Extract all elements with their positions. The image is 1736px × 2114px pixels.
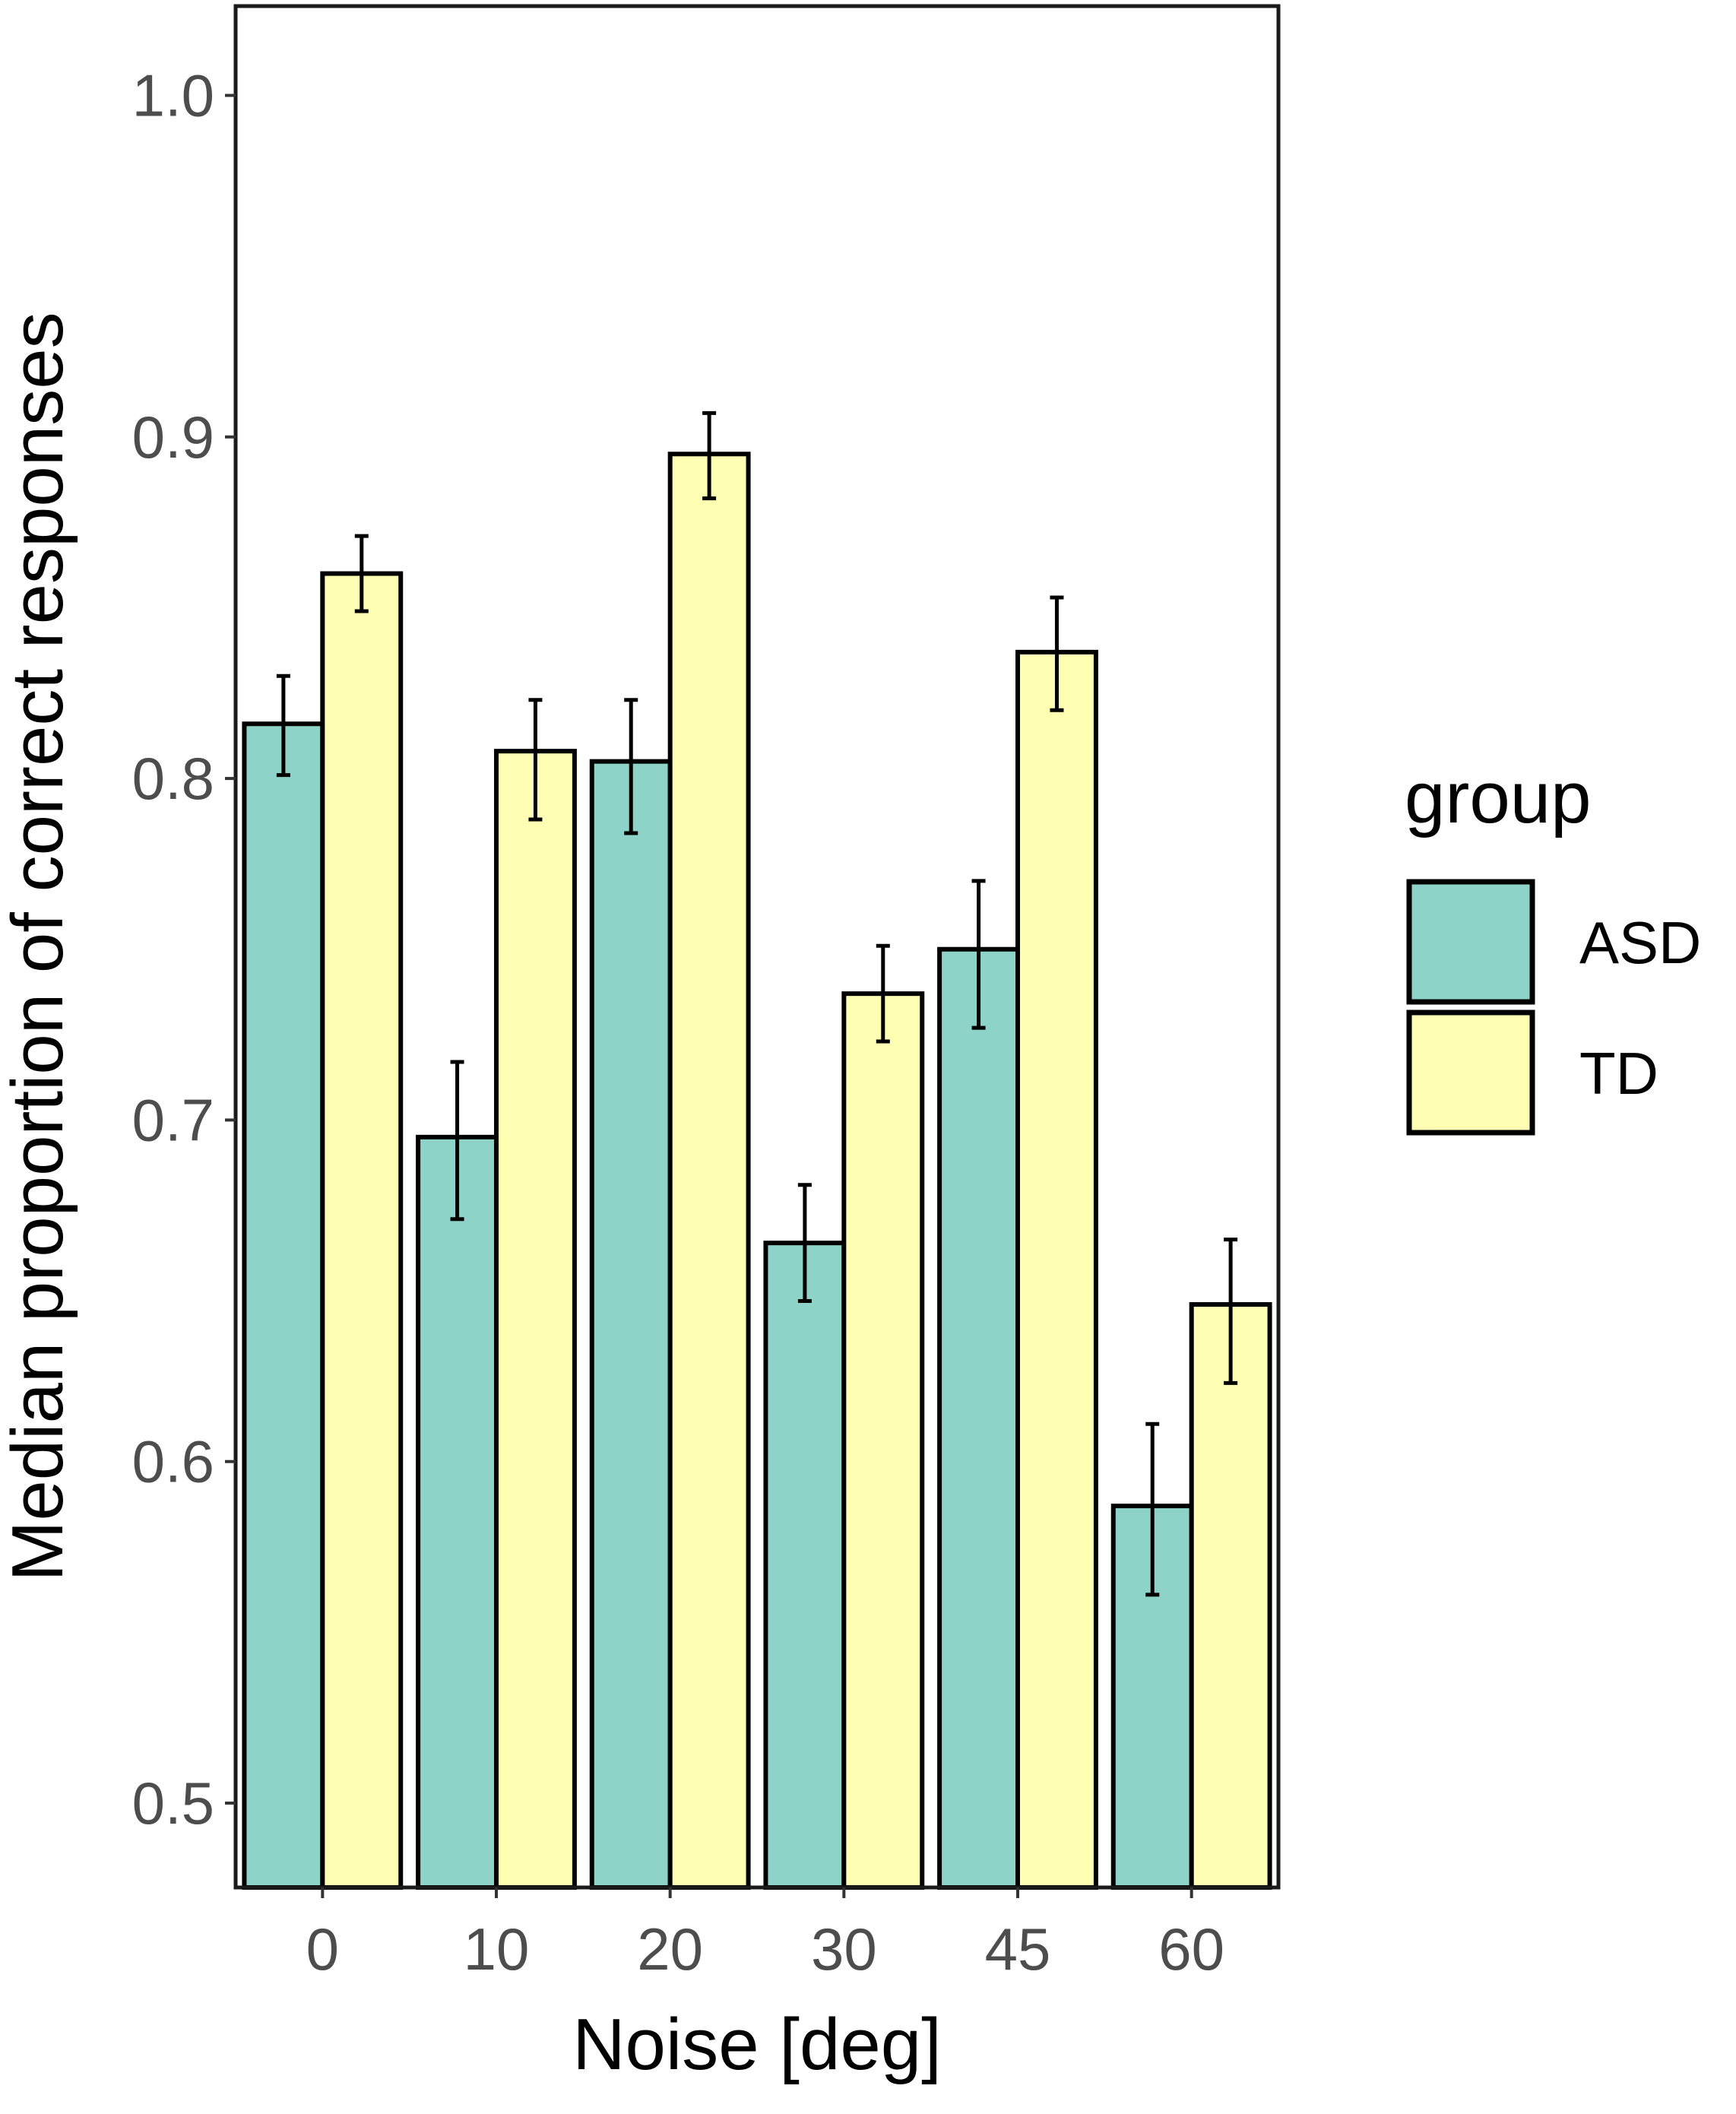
y-tick-label-0.8: 0.8	[132, 745, 214, 812]
error-bar-asd-30	[797, 1183, 812, 1304]
error-bar-asd-20	[624, 698, 638, 835]
x-tick-label-0: 0	[306, 1916, 339, 1982]
y-axis-title: Median proportion of correct responses	[0, 312, 78, 1581]
y-tick-label-0.9: 0.9	[132, 404, 214, 471]
legend-key-asd	[1406, 879, 1535, 1005]
legend: group ASD TD	[1405, 757, 1701, 1136]
error-bar-td-30	[876, 943, 890, 1044]
bars-layer	[242, 452, 1272, 1890]
bar-td-20	[667, 452, 751, 1890]
x-tick-label-10: 10	[464, 1916, 530, 1982]
bar-asd-45	[937, 946, 1020, 1890]
bar-td-0	[320, 571, 404, 1890]
legend-item-asd: ASD	[1406, 879, 1701, 1005]
y-tick-label-0.5: 0.5	[132, 1770, 214, 1837]
legend-label-td: TD	[1579, 1040, 1658, 1107]
legend-title: group	[1405, 757, 1592, 838]
bar-asd-10	[416, 1134, 499, 1890]
legend-item-td: TD	[1406, 1009, 1658, 1136]
error-bar-td-20	[702, 410, 717, 501]
x-axis: 0 10 20 30 45 60	[306, 1887, 1224, 1982]
y-tick-label-0.7: 0.7	[132, 1086, 214, 1153]
error-bar-asd-0	[276, 674, 290, 778]
bar-asd-30	[763, 1241, 847, 1890]
y-axis: 0.5 0.6 0.7 0.8 0.9 1.0	[132, 62, 236, 1837]
error-bar-td-60	[1224, 1238, 1238, 1385]
x-tick-label-20: 20	[637, 1916, 703, 1982]
error-bar-td-10	[528, 698, 543, 822]
x-tick-label-30: 30	[811, 1916, 877, 1982]
bar-asd-0	[242, 721, 325, 1890]
error-bar-asd-10	[450, 1060, 464, 1222]
error-bar-asd-45	[971, 879, 986, 1030]
y-tick-label-1.0: 1.0	[132, 62, 214, 129]
bar-td-30	[841, 991, 925, 1890]
error-bar-td-0	[354, 534, 369, 613]
error-bars-layer	[276, 410, 1238, 1597]
error-bar-asd-60	[1145, 1421, 1160, 1597]
y-tick-label-0.6: 0.6	[132, 1428, 214, 1495]
legend-key-td	[1406, 1009, 1535, 1136]
x-tick-label-60: 60	[1158, 1916, 1224, 1982]
error-bar-td-45	[1050, 595, 1064, 712]
x-tick-label-45: 45	[985, 1916, 1051, 1982]
bar-td-45	[1015, 649, 1098, 1890]
panel-border	[233, 4, 1281, 1890]
bar-asd-20	[589, 759, 673, 1890]
bar-td-60	[1189, 1302, 1272, 1890]
bar-td-10	[494, 749, 577, 1890]
legend-label-asd: ASD	[1579, 909, 1701, 976]
x-axis-title: Noise [deg]	[572, 2004, 942, 2085]
